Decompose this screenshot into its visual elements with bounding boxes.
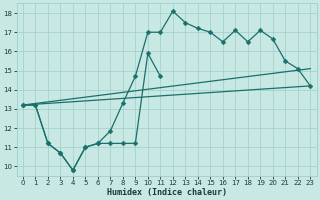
X-axis label: Humidex (Indice chaleur): Humidex (Indice chaleur) bbox=[107, 188, 227, 197]
